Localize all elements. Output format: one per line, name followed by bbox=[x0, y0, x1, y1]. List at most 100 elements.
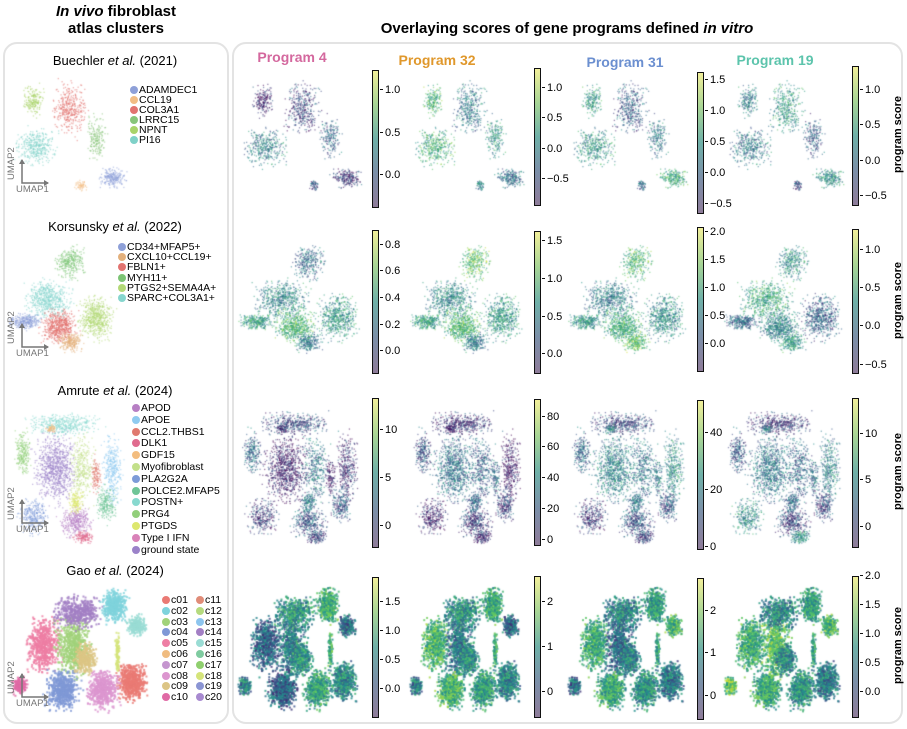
legend-label: CCL19 bbox=[139, 94, 172, 106]
dataset-title-etal: et al. bbox=[107, 53, 136, 68]
colorbar-tick-label: 1.0 bbox=[860, 244, 880, 256]
colorbar-title: program score bbox=[892, 432, 904, 510]
legend-swatch bbox=[132, 474, 140, 483]
umap-axes-arrows bbox=[14, 158, 54, 186]
program-score-plot bbox=[566, 402, 692, 548]
legend-label: MYH11+ bbox=[127, 271, 168, 284]
legend-item: c09 bbox=[162, 681, 188, 692]
legend-swatch bbox=[196, 596, 204, 604]
legend-swatch bbox=[196, 606, 204, 615]
dataset-title-author: Korsunsky bbox=[48, 219, 109, 234]
colorbar-tick-label: 0 bbox=[380, 520, 391, 532]
legend-swatch bbox=[132, 451, 140, 460]
legend-item: POSTN+ bbox=[132, 497, 183, 508]
legend-swatch bbox=[162, 693, 170, 702]
legend-swatch bbox=[196, 628, 204, 637]
colorbar-tick-label: 0.5 bbox=[705, 136, 725, 148]
colorbar-tick-label: 1.5 bbox=[705, 75, 725, 86]
legend-item: LRRC15 bbox=[130, 115, 179, 126]
legend-swatch bbox=[132, 415, 140, 424]
legend-item: c19 bbox=[196, 681, 222, 692]
colorbar-tick-label: 0.0 bbox=[380, 170, 400, 181]
colorbar-tick-label: 1.0 bbox=[542, 274, 562, 285]
colorbar-tick-label: 1.0 bbox=[860, 629, 880, 640]
legend-swatch bbox=[196, 650, 204, 658]
legend-swatch bbox=[132, 522, 140, 530]
colorbar bbox=[852, 576, 859, 718]
program-score-plot bbox=[722, 402, 848, 548]
colorbar-tick-label: 0.0 bbox=[860, 321, 880, 332]
legend-label: c04 bbox=[171, 626, 188, 639]
colorbar-tick-label: 20 bbox=[542, 504, 559, 515]
legend-item: Myofibroblast bbox=[132, 462, 203, 473]
colorbar-tick-label: −0.5 bbox=[542, 173, 569, 185]
legend-swatch bbox=[196, 671, 204, 680]
legend-label: c12 bbox=[205, 604, 222, 617]
legend-item: c16 bbox=[196, 649, 222, 660]
legend-label: GDF15 bbox=[141, 449, 175, 462]
dataset-title-author: Buechler bbox=[52, 53, 105, 68]
legend-item: Type I IFN bbox=[132, 533, 189, 544]
legend-item: APOD bbox=[132, 403, 171, 414]
colorbar-tick-label: 40 bbox=[705, 428, 722, 439]
colorbar-tick-label: 1 bbox=[542, 642, 553, 653]
colorbar bbox=[697, 227, 704, 372]
colorbar-tick-label: 0.0 bbox=[380, 346, 400, 357]
legend-swatch bbox=[162, 606, 170, 615]
umap2-label: UMAP2 bbox=[6, 487, 17, 520]
program-score-plot bbox=[566, 585, 692, 718]
legend-item: c01 bbox=[162, 595, 188, 606]
legend-label: FBLN1+ bbox=[127, 261, 166, 274]
colorbar-tick-label: −0.5 bbox=[860, 190, 887, 202]
legend-label: c14 bbox=[205, 626, 222, 639]
colorbar-tick-label: 0.5 bbox=[705, 310, 725, 322]
colorbar-tick-label: 1.0 bbox=[860, 84, 880, 96]
legend-item: c02 bbox=[162, 606, 188, 617]
program-title-3: Program 31 bbox=[586, 54, 664, 70]
legend-item: PTGS2+SEMA4A+ bbox=[118, 283, 216, 294]
legend-item: c14 bbox=[196, 627, 222, 638]
legend-swatch bbox=[118, 283, 126, 292]
legend-swatch bbox=[132, 498, 140, 507]
legend-label: CD34+MFAP5+ bbox=[127, 241, 201, 253]
colorbar-tick-label: 0 bbox=[705, 542, 716, 553]
legend-swatch bbox=[130, 106, 138, 114]
dataset-title: Amrute et al. (2024) bbox=[58, 383, 173, 398]
legend-swatch bbox=[196, 617, 204, 626]
legend-swatch bbox=[118, 253, 126, 262]
colorbar-tick-label: 20 bbox=[705, 485, 722, 496]
legend-label: CXCL10+CCL19+ bbox=[127, 251, 212, 264]
colorbar-tick-label: 0.6 bbox=[380, 266, 400, 277]
umap1-label: UMAP1 bbox=[16, 348, 49, 359]
legend-item: c20 bbox=[196, 692, 222, 703]
dataset-title-year: (2024) bbox=[134, 383, 173, 398]
legend-label: COL3A1 bbox=[139, 104, 180, 116]
legend-label: c01 bbox=[171, 594, 188, 606]
program-score-plot bbox=[408, 72, 528, 200]
legend-label: c18 bbox=[205, 669, 222, 682]
colorbar-tick-label: 1.5 bbox=[380, 597, 400, 608]
legend-label: PI16 bbox=[139, 134, 161, 146]
legend-label: c08 bbox=[171, 669, 188, 682]
colorbar-tick-label: −0.5 bbox=[860, 359, 887, 371]
legend-swatch bbox=[162, 617, 170, 626]
legend-label: CCL2.THBS1 bbox=[141, 425, 205, 438]
legend-swatch bbox=[162, 639, 170, 648]
legend-swatch bbox=[162, 660, 170, 669]
legend-swatch bbox=[162, 671, 170, 680]
colorbar-tick-label: 0.8 bbox=[380, 239, 400, 251]
legend-label: LRRC15 bbox=[139, 114, 180, 126]
legend-label: POLCE2.MFAP5 bbox=[141, 484, 220, 497]
umap1-label: UMAP1 bbox=[16, 698, 49, 709]
colorbar-tick-label: 0 bbox=[705, 690, 716, 702]
colorbar-tick-label: 1.0 bbox=[705, 106, 725, 117]
colorbar-tick-label: 10 bbox=[380, 425, 397, 436]
colorbar-tick-label: 40 bbox=[542, 473, 559, 484]
umap1-label: UMAP1 bbox=[16, 524, 49, 535]
colorbar-tick-label: 0.0 bbox=[860, 155, 880, 167]
colorbar-tick-label: 0 bbox=[860, 521, 871, 533]
legend-label: POSTN+ bbox=[141, 496, 184, 509]
legend-item: c15 bbox=[196, 638, 222, 649]
legend-item: GDF15 bbox=[132, 450, 175, 461]
colorbar-tick-label: 0.0 bbox=[542, 143, 562, 155]
